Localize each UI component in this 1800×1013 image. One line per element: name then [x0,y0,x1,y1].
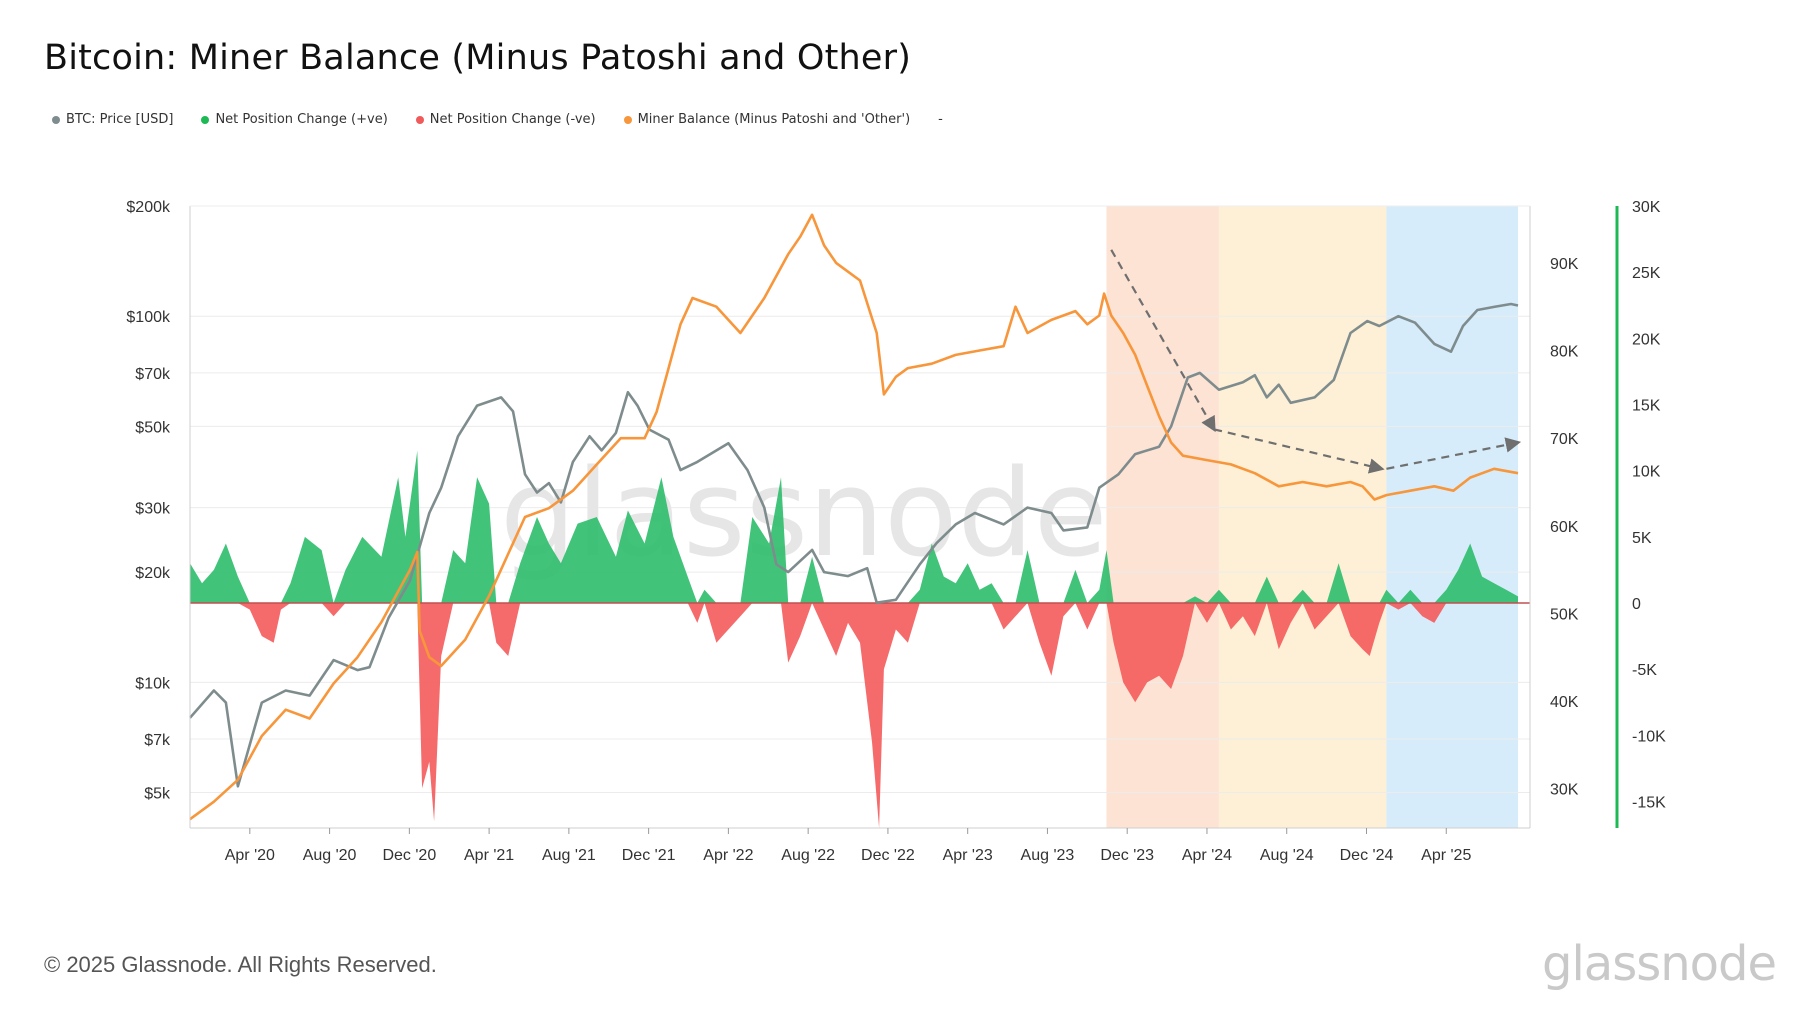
price-tick-label: $200k [126,199,171,216]
change-tick-label: -15K [1632,795,1666,812]
x-tick-label: Aug '23 [1021,847,1075,864]
balance-tick-label: 50K [1550,606,1579,623]
balance-tick-label: 60K [1550,519,1579,536]
change-tick-label: 30K [1632,199,1661,216]
positive-change-area [190,450,1518,603]
x-tick-label: Dec '22 [861,847,915,864]
change-tick-label: 10K [1632,464,1661,481]
change-tick-label: -5K [1632,662,1657,679]
legend-item-positive-change[interactable]: Net Position Change (+ve) [201,112,388,127]
legend-item-negative-change[interactable]: Net Position Change (-ve) [415,112,596,127]
balance-tick-label: 90K [1550,256,1579,273]
highlight-period-0 [1106,206,1219,828]
balance-tick-label: 30K [1550,782,1579,799]
highlight-period-2 [1386,206,1519,828]
miner-balance-line [189,213,1519,821]
legend-item-btc-price[interactable]: BTC: Price [USD] [52,112,173,127]
x-tick-label: Apr '22 [703,847,753,864]
legend-label: BTC: Price [USD] [66,112,174,127]
change-tick-label: 0 [1632,596,1641,613]
legend-dot-icon [201,115,210,124]
legend-dot-icon [623,115,632,124]
btc-price-line [189,302,1519,788]
highlight-period-1 [1218,206,1387,828]
legend: BTC: Price [USD] Net Position Change (+v… [52,112,943,127]
trend-arrow-0 [1110,249,1216,433]
price-tick-label: $20k [135,565,171,582]
copyright-text: © 2025 Glassnode. All Rights Reserved. [44,952,437,977]
legend-label: Net Position Change (-ve) [429,112,596,127]
x-tick-label: Aug '20 [303,847,357,864]
x-tick-label: Apr '25 [1421,847,1471,864]
x-tick-label: Apr '24 [1182,847,1232,864]
price-tick-label: $30k [135,501,171,518]
trend-arrow-1 [1213,428,1385,474]
legend-item-miner-balance[interactable]: Miner Balance (Minus Patoshi and 'Other'… [623,112,911,127]
price-tick-label: $5k [144,786,171,803]
price-tick-label: $10k [135,675,171,692]
change-tick-label: 15K [1632,398,1661,415]
x-tick-label: Aug '24 [1260,847,1314,864]
chart-title: Bitcoin: Miner Balance (Minus Patoshi an… [44,38,912,78]
price-tick-label: $7k [144,732,171,749]
x-tick-label: Aug '21 [542,847,596,864]
change-tick-label: -10K [1632,728,1666,745]
price-tick-label: $70k [135,366,171,383]
x-tick-label: Apr '20 [225,847,275,864]
legend-dot-icon [52,115,60,124]
legend-dash: - [938,112,943,127]
x-tick-label: Dec '24 [1340,847,1394,864]
legend-item-extra: - [938,112,943,127]
balance-tick-label: 40K [1550,694,1579,711]
change-tick-label: 20K [1632,331,1661,348]
x-tick-label: Aug '22 [781,847,835,864]
legend-label: Miner Balance (Minus Patoshi and 'Other'… [637,112,911,127]
legend-label: Net Position Change (+ve) [215,112,388,127]
x-tick-label: Apr '23 [943,847,993,864]
x-tick-label: Dec '23 [1100,847,1154,864]
glassnode-logo: glassnode [1542,936,1777,992]
balance-tick-label: 80K [1550,344,1579,361]
price-tick-label: $50k [135,419,171,436]
price-tick-label: $100k [126,309,171,326]
balance-tick-label: 70K [1550,431,1579,448]
change-tick-label: 5K [1632,530,1652,547]
x-tick-label: Apr '21 [464,847,514,864]
x-tick-label: Dec '20 [382,847,436,864]
change-tick-label: 25K [1632,265,1661,282]
x-tick-label: Dec '21 [622,847,676,864]
legend-dot-icon [415,115,424,124]
